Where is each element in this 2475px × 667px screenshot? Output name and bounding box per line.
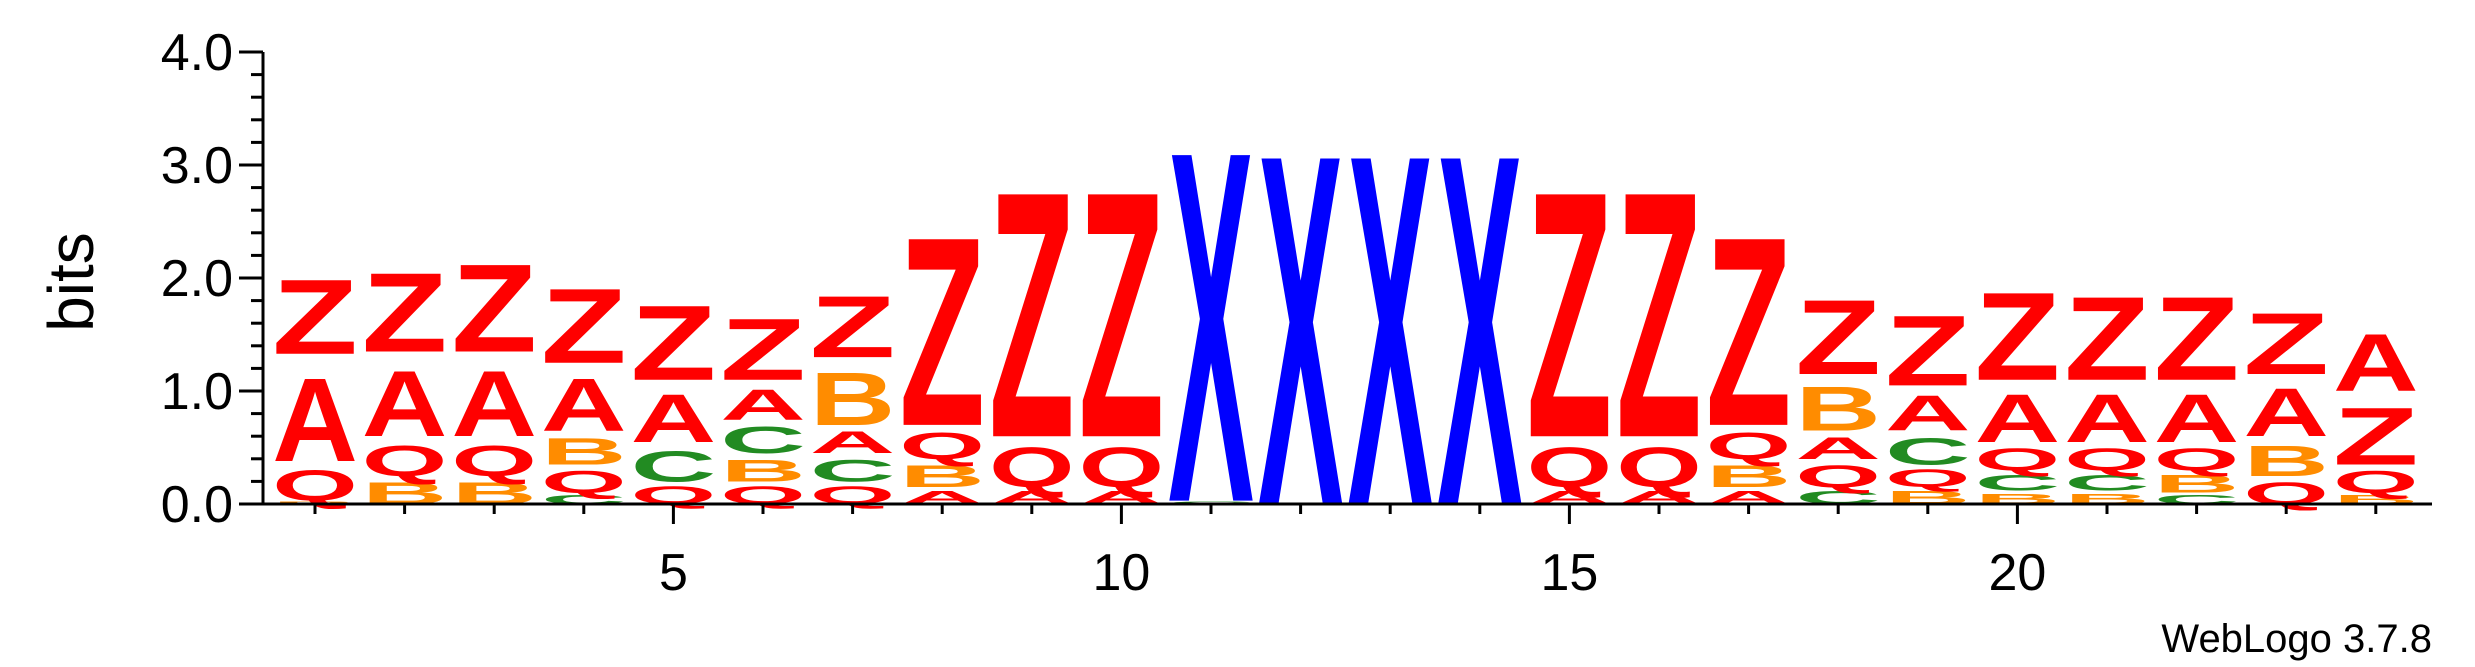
logo-letter: Z: [1616, 118, 1702, 511]
x-tick-label: 5: [659, 544, 688, 602]
logo-letter: Q: [2154, 442, 2240, 477]
logo-letter: Q: [1885, 464, 1971, 492]
logo-letter: A: [810, 425, 896, 460]
logo-letter: C: [810, 454, 896, 489]
logo-letter: Z: [2064, 272, 2150, 406]
logo-letter: Z: [2333, 391, 2419, 482]
logo-letter: A: [2064, 379, 2150, 457]
logo-letter: A: [541, 363, 627, 447]
logo-letter: Z: [451, 239, 537, 379]
logo-letter: X: [1437, 49, 1523, 611]
logo-letter: Q: [272, 461, 358, 510]
logo-letter: A: [1975, 379, 2061, 457]
y-tick-label: 0.0: [161, 476, 233, 534]
logo-letter: X: [1258, 49, 1344, 611]
x-tick-label: 10: [1092, 544, 1150, 602]
weblogo-credit: WebLogo 3.7.8: [2161, 617, 2432, 661]
logo-letter: A: [272, 354, 358, 487]
logo-letter: Z: [1079, 118, 1165, 511]
logo-letter: Q: [541, 465, 627, 500]
logo-letter: A: [451, 351, 537, 457]
logo-letter: Z: [2154, 272, 2240, 406]
y-tick-label: 1.0: [161, 363, 233, 421]
logo-letter: Z: [989, 118, 1075, 511]
logo-letter: A: [2333, 317, 2419, 408]
logo-letter: Z: [631, 284, 717, 403]
logo-letter: B: [2243, 436, 2329, 485]
logo-letter: A: [362, 351, 448, 457]
logo-letter: Z: [720, 300, 806, 398]
logo-letter: Z: [899, 180, 985, 483]
logo-letter: A: [2154, 379, 2240, 457]
logo-letter: Z: [272, 258, 358, 377]
logo-letter: B: [1706, 459, 1792, 494]
logo-letter: A: [1885, 386, 1971, 442]
logo-letter: Z: [810, 277, 896, 375]
logo-letter: B: [720, 454, 806, 489]
logo-letter: Q: [1975, 442, 2061, 477]
logo-letter: C: [631, 442, 717, 491]
logo-letter: Z: [1975, 267, 2061, 407]
logo-letter: Q: [1079, 436, 1165, 499]
logo-letter: A: [2243, 374, 2329, 452]
logo-letter: Q: [899, 425, 985, 467]
logo-letter: Q: [1795, 459, 1881, 494]
logo-letter: Z: [1795, 278, 1881, 397]
logo-letter: Q: [1616, 436, 1702, 499]
logo-letter: C: [1885, 430, 1971, 472]
logo-letter: Q: [2333, 465, 2419, 500]
logo-letter: X: [1347, 49, 1433, 611]
logo-letter: Q: [1527, 436, 1613, 499]
y-axis-title: bits: [35, 232, 107, 332]
logo-letter: C: [720, 419, 806, 461]
logo-letter: X: [1168, 46, 1254, 608]
logo-letter: Z: [1527, 118, 1613, 511]
x-tick-label: 15: [1540, 544, 1598, 602]
logo-letter: Z: [362, 249, 448, 375]
logo-letter: Z: [2243, 294, 2329, 392]
logo-letter: Q: [989, 436, 1075, 499]
y-tick-label: 3.0: [161, 137, 233, 195]
logo-letter: B: [1795, 374, 1881, 444]
logo-letter: A: [1795, 431, 1881, 466]
logo-letter: A: [631, 379, 717, 457]
logo-letter: B: [810, 357, 896, 441]
y-ticks: 0.0 1.0 2.0 3.0 4.0: [161, 24, 263, 534]
logo-letter: C: [2064, 470, 2150, 495]
logo-letter: B: [541, 430, 627, 472]
logo-letter: B: [899, 459, 985, 494]
logo-letter: A: [720, 379, 806, 428]
logo-letter: Z: [1885, 295, 1971, 407]
y-tick-label: 2.0: [161, 250, 233, 308]
logo-letter: Q: [1706, 425, 1792, 467]
x-tick-label: 20: [1988, 544, 2046, 602]
logo-letter: C: [1975, 470, 2061, 495]
logo-letter: Q: [451, 436, 537, 485]
logo-letter: Z: [541, 267, 627, 386]
logo-letter: Z: [1706, 180, 1792, 483]
y-tick-label: 4.0: [161, 24, 233, 82]
logo-letter: Q: [362, 436, 448, 485]
logo-letter: Q: [2064, 442, 2150, 477]
logo-letter: B: [2154, 470, 2240, 498]
x-ticks: 5 10 15 20: [313, 504, 2378, 602]
